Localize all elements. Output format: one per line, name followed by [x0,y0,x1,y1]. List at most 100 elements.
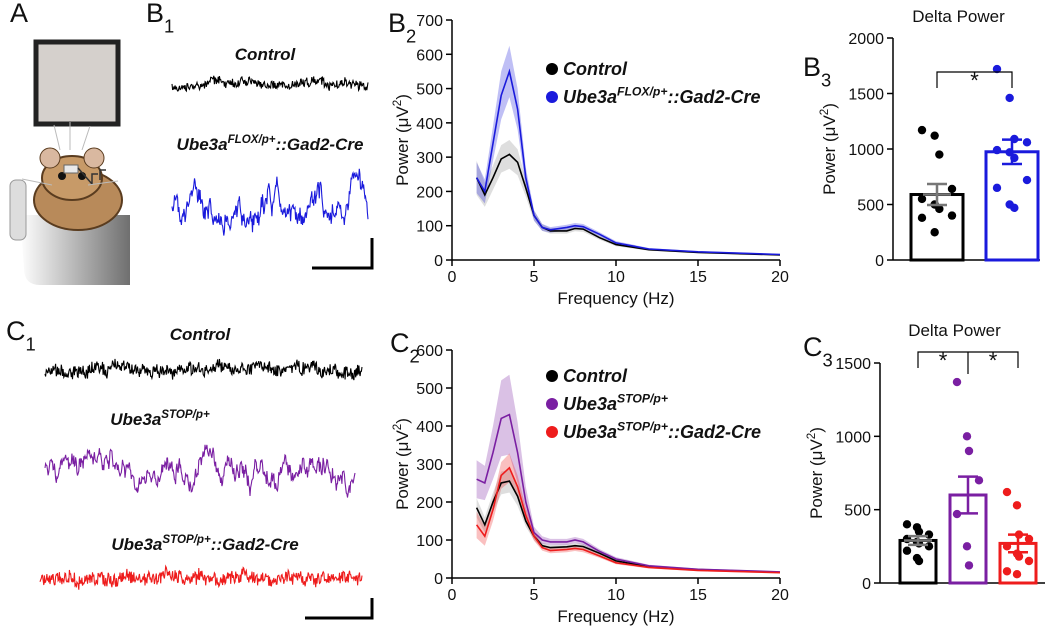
y-axis-label-base: Power (μV [393,430,412,510]
data-point [917,194,927,204]
y-axis-label-sup: 2 [391,424,404,430]
data-point [1005,93,1014,103]
legend-label-rest: ::Gad2-Cre [668,422,761,442]
legend-marker [546,426,558,438]
legend-label-rest: ::Gad2-Cre [667,87,760,107]
trace-label: Ube3aSTOP/p+::Gad2-Cre [111,533,298,554]
error-band [476,453,780,574]
legend-label: Control [563,59,628,79]
ear [39,147,61,169]
data-point [1002,487,1012,497]
data-point [964,561,974,570]
y-tick-label: 500 [416,82,443,99]
y-axis-label-base: Power (μV [807,439,826,519]
y-axis-label-sup: 2 [391,100,404,106]
ear [83,147,105,169]
eeg-trace [171,75,369,93]
legend-label-base: Ube3a [563,87,617,107]
data-point [902,546,912,555]
y-tick-label: 200 [416,184,443,201]
eeg-trace [44,444,356,498]
legend-label-base: Ube3a [563,422,617,442]
data-point [1012,501,1022,510]
legend-label-base: Control [563,366,628,386]
x-axis-label: Frequency (Hz) [557,607,674,626]
line [475,466,781,574]
mouse-illustration [9,39,130,285]
trace-label: Control [170,325,232,344]
legend-label-base: Ube3a [563,394,617,414]
legend-label: Ube3aSTOP/p+ [563,391,668,414]
legend-marker [546,398,558,410]
trace-label-sup: STOP/p+ [162,533,211,546]
data-point [914,556,924,566]
data-point [1022,175,1032,185]
y-axis-label: Power (μV2) [391,418,412,510]
trace-label-base: Ube3a [177,135,228,154]
chart-title: Delta Power [908,321,1001,340]
y-tick-label: 2000 [848,31,884,48]
y-tick-label: 0 [875,253,884,270]
data-point [992,183,1002,193]
trace-label-rest: ::Gad2-Cre [276,135,364,154]
eeg-trace [171,168,369,236]
panel-label-main: B [388,8,406,38]
panel-label-sub: 1 [164,15,174,36]
y-tick-label: 500 [857,198,884,215]
line [475,480,781,574]
panel-label: B2 [388,8,416,46]
significance-bracket [917,351,1019,374]
eeg-trace [39,564,363,590]
error-band [476,374,780,573]
y-axis-label-rest: ) [393,418,412,424]
x-tick-label: 10 [607,587,625,604]
data-point [947,211,957,220]
significance-label: * [989,348,998,373]
x-tick-label: 5 [530,587,539,604]
significance-label: * [939,348,948,373]
y-tick-label: 400 [416,116,443,133]
legend-label: Control [563,366,628,386]
legend-label-base: Control [563,59,628,79]
y-tick-label: 200 [416,495,443,512]
x-tick-label: 15 [689,587,707,604]
data-point [1022,138,1032,147]
panel-label-sub: 2 [406,25,416,46]
data-point [914,527,924,536]
y-tick-label: 600 [416,47,443,64]
y-axis-label-rest: ) [807,427,826,433]
scale-bar [305,598,374,620]
legend-label: Ube3aFLOX/p+::Gad2-Cre [563,84,761,107]
trace-label-base: Control [170,325,232,344]
data-point [917,213,927,223]
error-band [476,140,780,256]
data-point [935,150,944,159]
trace-label: Ube3aFLOX/p+::Gad2-Cre [177,133,364,154]
y-tick-label: 0 [862,576,871,593]
legend-label: Ube3aSTOP/p+::Gad2-Cre [563,419,761,442]
data-point [974,476,984,485]
data-point [1014,552,1024,561]
panel-label-main: C [390,328,410,358]
data-point [962,432,972,441]
data-point [952,509,962,519]
y-tick-label: 100 [416,533,443,550]
y-tick-label: 700 [416,13,443,30]
trace-label-base: Ube3a [110,410,161,429]
legend-label-sup: STOP/p+ [617,391,668,405]
significance-bracket [936,71,1013,88]
legend-label-sup: FLOX/p+ [617,84,667,98]
error-bar [998,138,1026,166]
headstage [63,164,79,174]
x-tick-label: 0 [448,587,457,604]
data-point [1024,556,1034,566]
trace-label-base: Ube3a [111,535,162,554]
eeg-trace [44,358,363,381]
panel-label-sub: 2 [410,345,420,366]
error-bar [923,182,951,207]
screen [33,39,121,127]
legend-marker [546,63,558,75]
y-tick-label: 1000 [848,142,884,159]
